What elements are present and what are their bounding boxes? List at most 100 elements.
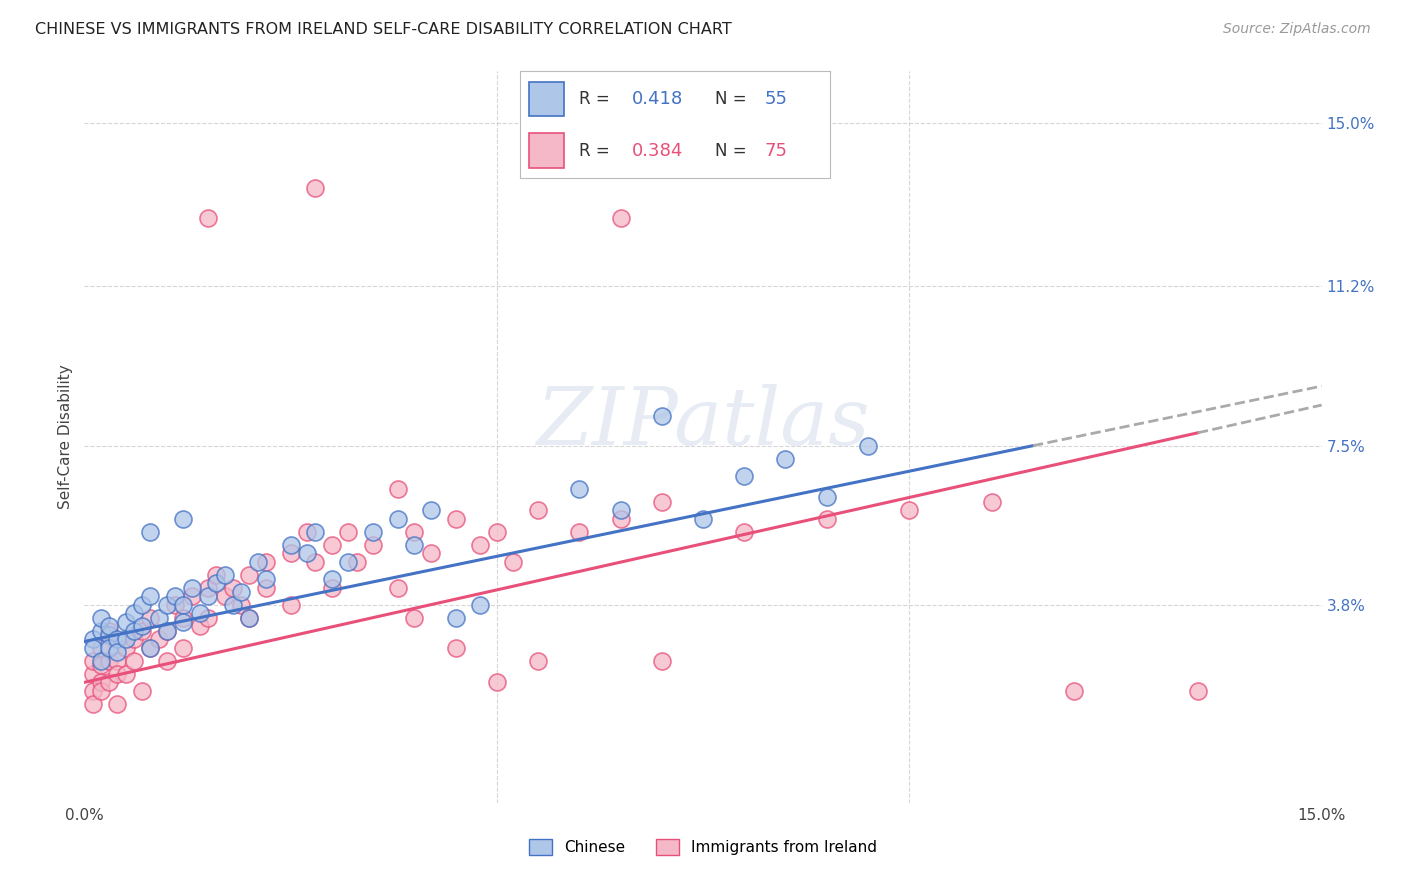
Point: [304, 555, 326, 569]
Point: [82, 640, 104, 655]
Point: [98, 624, 121, 638]
Point: [98, 640, 121, 655]
Point: [280, 538, 302, 552]
Point: [815, 491, 838, 505]
Point: [122, 632, 145, 647]
Point: [165, 589, 187, 603]
Point: [90, 624, 112, 638]
Point: [148, 632, 170, 647]
Point: [82, 654, 104, 668]
Point: [898, 503, 921, 517]
Point: [1187, 684, 1209, 698]
Point: [321, 572, 343, 586]
Text: 75: 75: [765, 142, 787, 160]
Point: [321, 581, 343, 595]
Point: [304, 524, 326, 539]
Point: [105, 697, 128, 711]
Point: [172, 611, 194, 625]
Point: [254, 555, 277, 569]
Point: [246, 555, 269, 569]
Point: [82, 632, 104, 647]
Point: [156, 624, 179, 638]
Point: [156, 598, 179, 612]
Point: [295, 524, 318, 539]
Point: [105, 666, 128, 681]
Point: [280, 546, 302, 560]
Point: [139, 640, 162, 655]
Point: [197, 211, 219, 225]
Point: [815, 512, 838, 526]
Point: [651, 494, 673, 508]
Point: [214, 567, 236, 582]
Point: [172, 640, 194, 655]
Text: N =: N =: [716, 142, 752, 160]
Point: [404, 524, 426, 539]
Point: [82, 666, 104, 681]
Point: [651, 654, 673, 668]
Point: [90, 675, 112, 690]
Point: [180, 589, 202, 603]
Point: [419, 503, 441, 517]
Point: [197, 581, 219, 595]
Point: [470, 538, 492, 552]
Point: [122, 607, 145, 621]
Point: [156, 624, 179, 638]
Bar: [530, 82, 564, 116]
Point: [197, 611, 219, 625]
Point: [304, 180, 326, 194]
Point: [98, 675, 121, 690]
Point: [131, 684, 153, 698]
Point: [527, 503, 550, 517]
Point: [733, 524, 755, 539]
Point: [980, 494, 1002, 508]
Point: [105, 654, 128, 668]
Point: [502, 555, 524, 569]
Point: [90, 684, 112, 698]
Point: [346, 555, 368, 569]
Point: [180, 581, 202, 595]
Point: [444, 611, 467, 625]
Point: [131, 624, 153, 638]
Text: R =: R =: [579, 90, 614, 108]
Point: [321, 538, 343, 552]
Point: [444, 512, 467, 526]
Point: [651, 409, 673, 423]
Point: [105, 632, 128, 647]
Point: [404, 538, 426, 552]
Point: [122, 654, 145, 668]
Point: [172, 512, 194, 526]
Point: [444, 640, 467, 655]
Point: [254, 572, 277, 586]
Text: R =: R =: [579, 142, 614, 160]
Point: [214, 589, 236, 603]
Point: [238, 611, 260, 625]
Point: [122, 624, 145, 638]
Point: [387, 581, 409, 595]
Point: [775, 451, 797, 466]
Point: [156, 654, 179, 668]
Point: [485, 524, 508, 539]
Text: Source: ZipAtlas.com: Source: ZipAtlas.com: [1223, 22, 1371, 37]
Point: [90, 640, 112, 655]
Point: [568, 482, 591, 496]
Point: [131, 598, 153, 612]
Point: [856, 439, 879, 453]
Point: [1063, 684, 1085, 698]
Text: ZIPatlas: ZIPatlas: [536, 384, 870, 461]
Point: [90, 658, 112, 673]
Point: [114, 615, 136, 629]
Point: [105, 645, 128, 659]
Point: [188, 607, 211, 621]
Point: [361, 538, 384, 552]
Point: [114, 632, 136, 647]
Point: [172, 615, 194, 629]
Point: [387, 482, 409, 496]
Point: [148, 611, 170, 625]
Point: [222, 581, 245, 595]
Point: [165, 598, 187, 612]
Point: [485, 675, 508, 690]
Point: [568, 524, 591, 539]
Point: [114, 640, 136, 655]
Point: [238, 611, 260, 625]
Point: [238, 567, 260, 582]
